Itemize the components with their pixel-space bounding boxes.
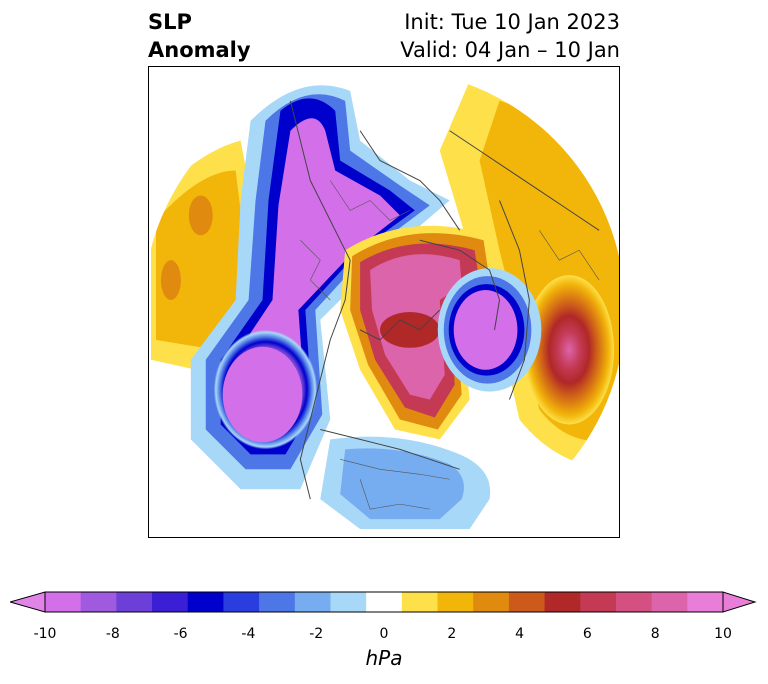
colorbar-tick-label: -10 [33,626,57,642]
colorbar-segment [152,592,189,612]
colorbar-tick-label: -2 [309,626,324,642]
colorbar-segment [187,592,224,612]
low-pacific-deep-center [222,346,303,443]
colorbar-tick-label: 10 [714,626,732,642]
colorbar-extend-high [722,591,757,613]
colorbar-segment [80,592,117,612]
map-title: SLP Anomaly [148,8,251,64]
title-line-2: Anomaly [148,38,251,62]
high-pacific-west-core [155,170,251,350]
colorbar-segment [508,592,546,612]
high-pacific-west-center-2 [160,260,181,301]
colorbar-segment [651,592,688,612]
colorbar-segment [294,592,331,612]
colorbar-tick-label: -4 [241,626,256,642]
colorbar-segment [330,592,367,612]
borders [300,180,600,510]
colorbar-segment [473,592,510,612]
colorbar-segment [223,592,260,612]
colorbar-tick-label: -6 [173,626,188,642]
colorbar-segment [45,592,82,612]
title-line-1: SLP [148,10,192,34]
low-us-inner [340,448,464,520]
high-arctic-center [380,311,440,348]
map-dates: Init: Tue 10 Jan 2023 Valid: 04 Jan – 10… [400,8,620,64]
colorbar-segment [259,592,296,612]
colorbar-tick-label: -8 [105,626,120,642]
colorbar-tick-label: 6 [582,626,592,642]
colorbar-segment [116,592,153,612]
coastlines [289,100,600,500]
colorbar-segment [544,592,581,612]
anomaly-map [148,66,620,538]
init-date: Init: Tue 10 Jan 2023 [404,10,620,34]
high-pacific-west-center [188,195,213,236]
colorbar-outline [44,591,724,613]
colorbar-tick-label: 8 [650,626,660,642]
colorbar-tick-label: 4 [515,626,525,642]
high-europe-core [524,275,615,425]
colorbar-unit: hPa [365,646,403,670]
colorbar-segment [687,592,724,612]
colorbar-segment [615,592,653,612]
colorbar-extend-low [10,591,46,613]
colorbar [10,591,757,613]
colorbar-segment [580,592,617,612]
colorbar-segment [366,592,403,612]
colorbar-tick-label: 0 [379,626,389,642]
low-atlantic-core [453,290,518,370]
colorbar-tick-label: 2 [447,626,457,642]
valid-range: Valid: 04 Jan – 10 Jan [400,38,620,62]
colorbar-segment [437,592,474,612]
colorbar-segment [401,592,439,612]
